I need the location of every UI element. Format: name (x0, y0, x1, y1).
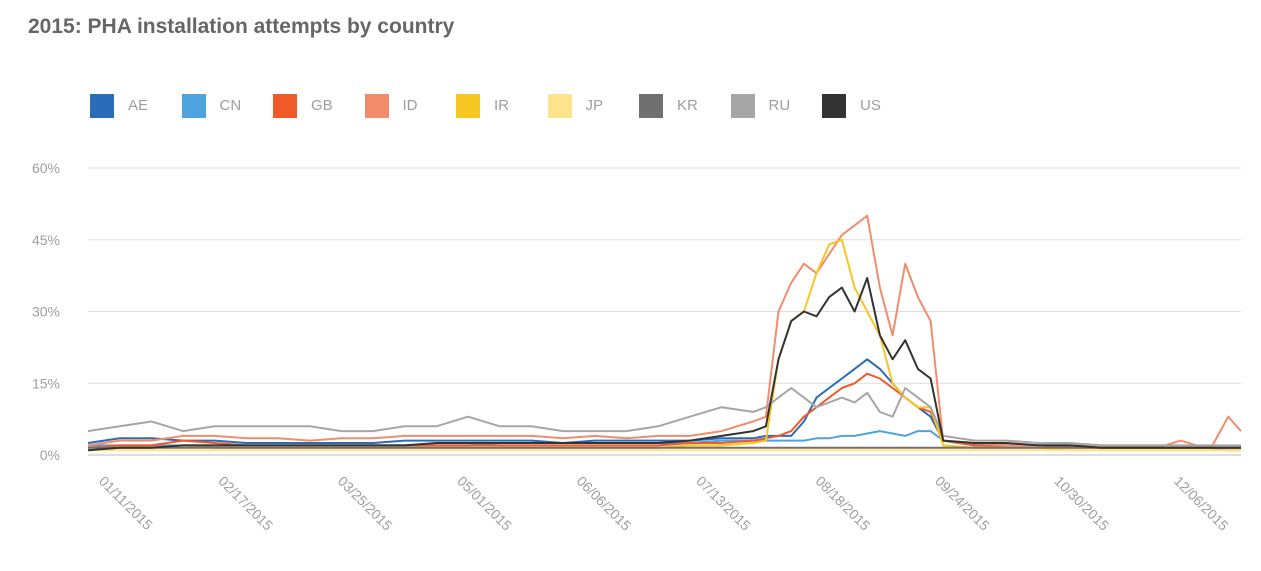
legend-label: RU (768, 97, 791, 114)
x-tick-label: 10/30/2015 (1051, 473, 1112, 534)
y-tick-label: 15% (32, 375, 60, 391)
legend-swatch (456, 94, 480, 118)
legend-label: ID (402, 97, 418, 114)
x-tick-label: 09/24/2015 (932, 473, 993, 534)
y-tick-label: 60% (32, 160, 60, 176)
x-tick-label: 05/01/2015 (454, 473, 515, 534)
legend-swatch (90, 94, 114, 118)
legend-label: KR (677, 97, 698, 114)
chart-title: 2015: PHA installation attempts by count… (28, 15, 455, 38)
legend-swatch (547, 94, 572, 118)
legend-swatch (822, 94, 846, 118)
legend-swatch (273, 94, 297, 118)
y-tick-label: 0% (40, 447, 60, 463)
legend-label: CN (219, 97, 242, 114)
legend-swatch (639, 94, 663, 118)
legend-swatch (181, 94, 206, 118)
legend-label: IR (494, 97, 509, 114)
series-line-ir (88, 238, 1241, 452)
y-tick-label: 45% (32, 232, 60, 248)
x-tick-label: 02/17/2015 (215, 473, 276, 534)
series-line-us (87, 277, 1241, 452)
legend-label: AE (128, 97, 149, 114)
legend-label: JP (585, 97, 604, 114)
legend-swatch (364, 94, 389, 118)
x-tick-label: 03/25/2015 (335, 473, 396, 534)
legend-label: GB (311, 97, 333, 114)
x-tick-label: 08/18/2015 (813, 473, 874, 534)
x-tick-label: 12/06/2015 (1171, 473, 1232, 534)
series-line-ru (87, 387, 1241, 447)
series-line-id (87, 214, 1242, 447)
legend-label: US (860, 97, 881, 114)
x-tick-label: 06/06/2015 (574, 473, 635, 534)
x-tick-label: 07/13/2015 (693, 473, 754, 534)
y-tick-label: 30% (32, 304, 60, 320)
x-tick-label: 01/11/2015 (96, 473, 156, 533)
legend-swatch (730, 94, 755, 118)
